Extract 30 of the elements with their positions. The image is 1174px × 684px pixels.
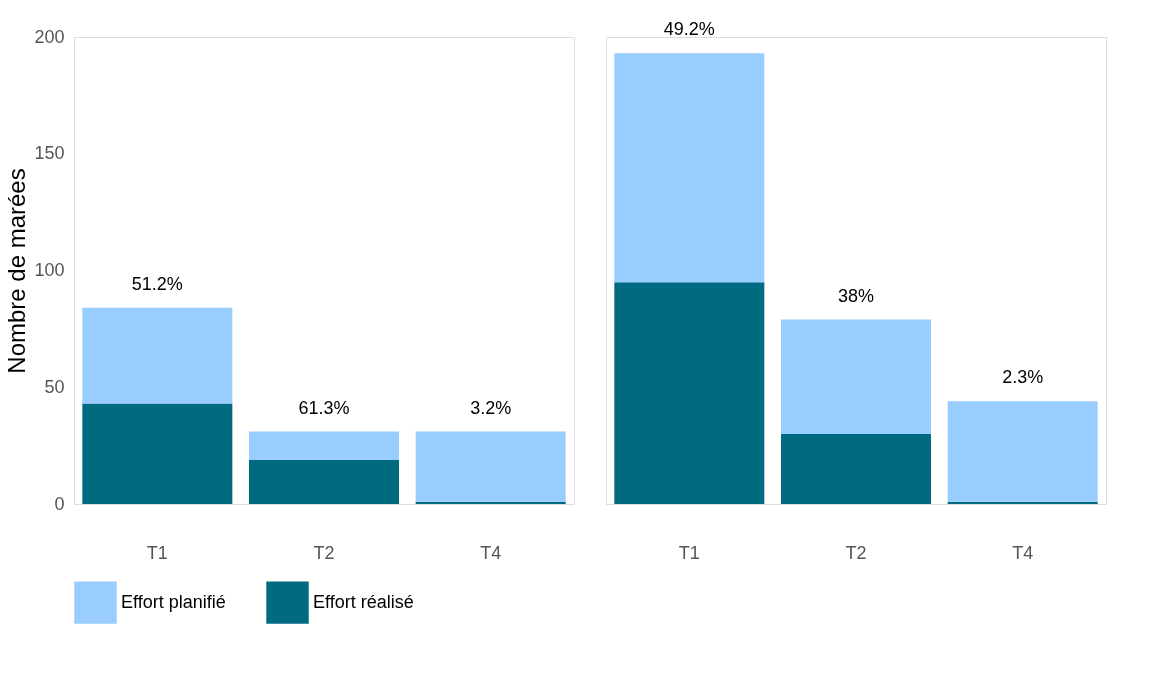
bar	[82, 403, 233, 504]
bar	[249, 431, 399, 460]
x-tick-label: T4	[1012, 542, 1034, 563]
y-tick-label: 150	[34, 143, 65, 164]
bar	[614, 282, 765, 504]
legend-label: Effort planifié	[121, 591, 226, 612]
annotation: 38%	[837, 285, 875, 306]
annotation: 49.2%	[663, 19, 715, 40]
x-tick-label: T1	[146, 542, 168, 563]
annotation: 2.3%	[1002, 367, 1044, 388]
bar	[249, 459, 399, 504]
y-tick-label: 200	[34, 26, 65, 47]
bar	[415, 431, 566, 502]
bar	[781, 319, 931, 434]
y-tick-label: 50	[44, 376, 65, 397]
bar	[781, 433, 931, 504]
bar	[614, 53, 765, 283]
annotation: 51.2%	[131, 273, 183, 294]
x-tick-label: T1	[678, 542, 700, 563]
y-tick-label: 100	[34, 260, 65, 280]
y-axis-title: Nombre de marées	[3, 168, 31, 374]
legend-label: Effort réalisé	[313, 591, 414, 612]
bar	[82, 307, 233, 404]
x-tick-label: T2	[845, 542, 867, 563]
bar	[947, 401, 1098, 502]
x-tick-label: T2	[313, 542, 335, 563]
x-tick-label: T4	[480, 542, 502, 563]
annotation: 61.3%	[298, 397, 350, 418]
y-tick-label: 0	[54, 493, 65, 514]
annotation: 3.2%	[470, 397, 512, 418]
